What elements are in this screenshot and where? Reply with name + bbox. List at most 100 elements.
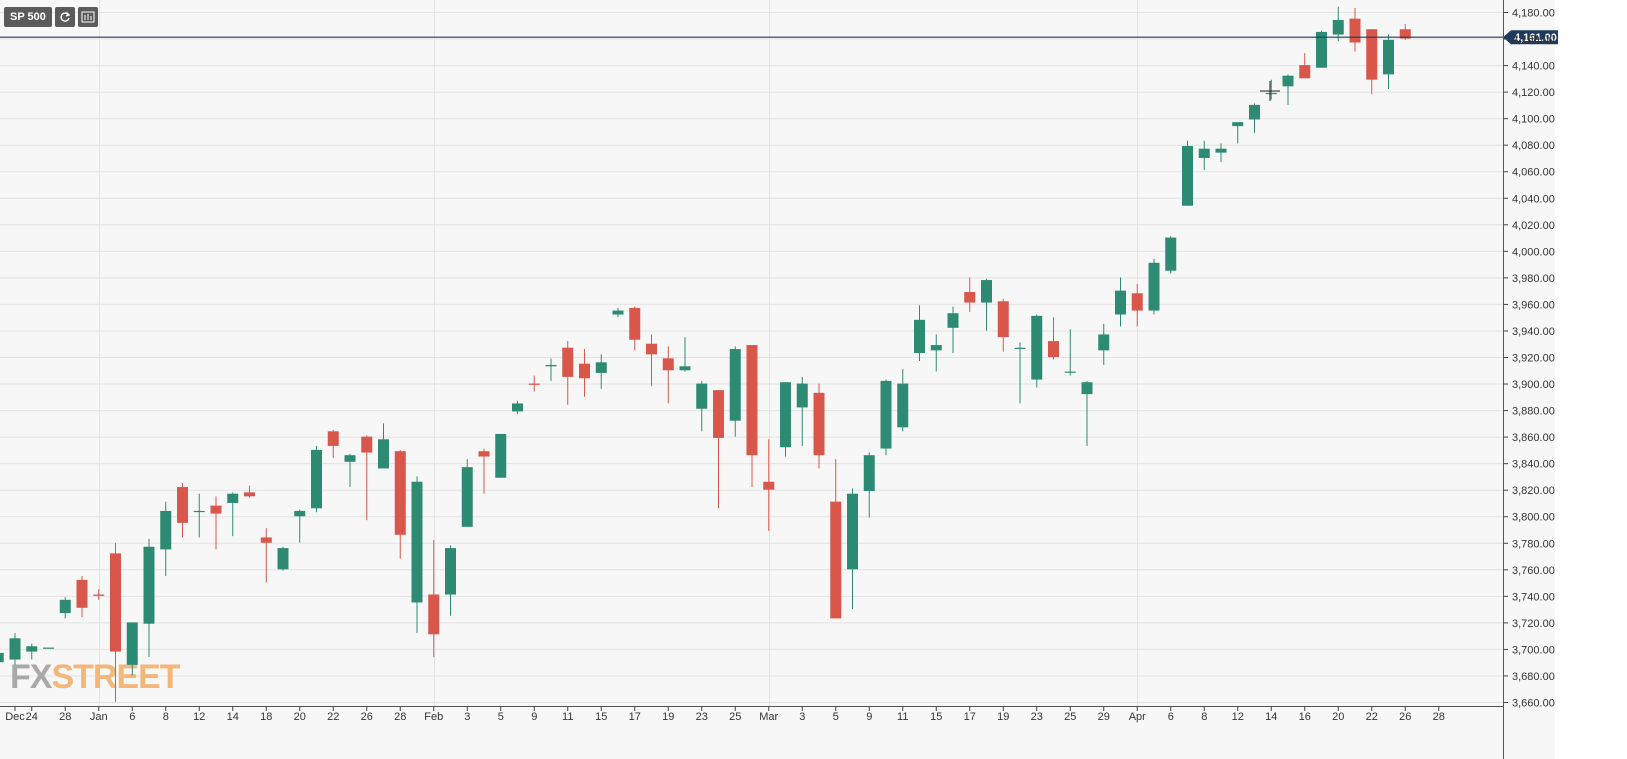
x-tick-label: 16 [1299,711,1311,723]
x-tick-label: Dec [5,711,25,723]
candle-down [997,298,1009,352]
candle-down [93,589,105,600]
candle-up [947,306,959,354]
watermark-street: STREET [51,658,180,696]
candle-up [26,643,38,660]
candle-body [445,548,456,595]
x-tick-label: 19 [662,711,674,723]
candle-body [579,363,590,379]
candle-up [930,334,942,372]
candle-down [713,390,724,509]
candle-body [1098,334,1110,351]
candle-down [562,341,574,405]
x-tick-label: 8 [163,711,169,723]
candle-body [461,467,473,527]
candle-body [863,455,875,492]
symbol-label[interactable]: SP 500 [4,7,52,27]
candle-down [1048,317,1059,360]
candle-down [478,448,490,494]
candle-down [76,575,88,618]
candle-down [662,346,674,404]
x-tick-label: 9 [866,711,872,723]
candle-down [528,375,540,392]
candle-body [981,280,992,303]
x-tick-label: 15 [930,711,942,723]
candle-up [612,307,624,318]
candle-down [260,528,272,583]
candle-body [126,622,138,665]
candle-body [1165,237,1177,271]
candle-up [796,376,808,446]
candle-down [646,334,657,387]
candle-body [780,382,791,448]
candle-body [847,493,858,570]
grid-layer [0,0,1503,706]
candle-body [646,343,657,355]
x-tick-label: 24 [26,711,38,723]
x-tick-label: 12 [193,711,205,723]
x-tick-label: 17 [964,711,976,723]
candle-body [277,548,289,570]
candlestick-chart-icon[interactable] [77,7,98,27]
x-tick-label: 3 [464,711,470,723]
candlestick-chart-icon-glyph [81,11,95,23]
y-tick-label: 3,680.00 [1512,671,1555,683]
x-tick-label: 18 [260,711,272,723]
candle-body [394,451,406,535]
y-tick-label: 4,080.00 [1512,140,1555,152]
y-tick-label: 4,040.00 [1512,193,1555,205]
x-tick-label: 25 [1064,711,1076,723]
current-price-tag [1503,30,1558,45]
candle-body [629,307,641,340]
candle-body [361,436,373,453]
candle-up [1081,380,1093,446]
y-tick-label: 3,780.00 [1512,538,1555,550]
refresh-icon[interactable] [54,7,75,27]
candle-body [796,383,808,408]
x-tick-label: 19 [997,711,1009,723]
x-tick-label: 20 [294,711,306,723]
candle-up [1265,79,1277,100]
candle-down [579,349,590,397]
x-tick-label: 20 [1332,711,1344,723]
candle-down [746,345,758,488]
chart-toolbar: SP 500 [4,7,98,27]
candle-down [110,542,121,702]
candle-down [1299,53,1311,79]
candle-body [679,366,691,371]
candle-down [830,459,842,619]
x-tick-label: 11 [897,711,908,723]
y-tick-label: 4,020.00 [1512,220,1555,232]
candle-up [143,538,155,657]
x-tick-label: 22 [1366,711,1378,723]
candles-layer [0,6,1411,702]
y-tick-label: 3,920.00 [1512,353,1555,365]
x-tick-label: 26 [361,711,373,723]
candle-down [1349,8,1361,52]
x-tick-label: 5 [498,711,504,723]
candle-body [562,347,574,377]
candle-body [612,310,624,315]
candle-body [294,510,306,517]
x-tick-label: 28 [59,711,71,723]
candle-down [1131,284,1143,327]
x-tick-label: 5 [833,711,839,723]
candle-body [662,358,674,371]
x-tick-label: 28 [394,711,406,723]
x-tick-label: 25 [729,711,741,723]
candle-body [763,481,775,490]
candle-body [1349,18,1361,43]
y-tick-label: 3,860.00 [1512,432,1555,444]
candle-up [160,501,172,576]
candle-up [1031,314,1043,388]
candle-body [76,579,88,608]
y-tick-label: 3,880.00 [1512,406,1555,418]
y-tick-label: 3,980.00 [1512,273,1555,285]
crosshair-cursor [1260,81,1280,101]
candle-body [595,362,607,373]
candle-up [679,337,691,372]
candle-body [59,599,71,614]
y-tick-label: 3,740.00 [1512,591,1555,603]
candle-up [729,346,741,437]
